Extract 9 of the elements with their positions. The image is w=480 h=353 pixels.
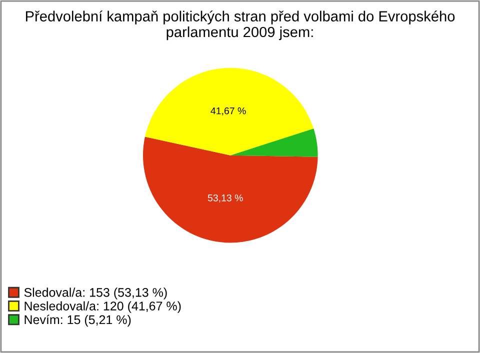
pie-slice	[230, 128, 318, 157]
legend-label: Sledoval/a: 153 (53,13 %)	[24, 288, 167, 300]
chart-title: Předvolební kampaň politických stran před volbami do Evropského parlamentu 2009 jsem:	[26, 10, 455, 40]
legend-label: Nesledoval/a: 120 (41,67 %)	[24, 301, 181, 313]
data-label: 41,67 %	[210, 107, 246, 116]
pie-slice	[144, 68, 314, 156]
data-label: 53,13 %	[208, 194, 243, 202]
pie-slice	[142, 136, 318, 243]
legend-label: Nevím: 15 (5,21 %)	[24, 314, 131, 327]
